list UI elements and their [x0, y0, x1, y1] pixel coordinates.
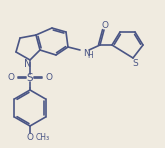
Text: O: O [101, 21, 109, 29]
Text: O: O [7, 74, 15, 82]
Text: O: O [27, 133, 33, 143]
Text: S: S [132, 59, 138, 69]
Text: N: N [83, 49, 90, 58]
Text: S: S [27, 73, 33, 83]
Text: CH₃: CH₃ [36, 133, 50, 143]
Text: O: O [46, 74, 52, 82]
Text: N: N [24, 59, 32, 69]
Text: H: H [87, 50, 93, 59]
